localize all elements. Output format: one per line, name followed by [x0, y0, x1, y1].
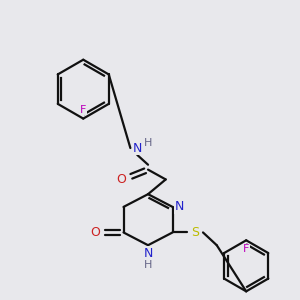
- Text: F: F: [243, 244, 249, 254]
- Text: N: N: [175, 200, 184, 213]
- Text: O: O: [90, 226, 100, 239]
- Text: O: O: [117, 173, 127, 186]
- Text: H: H: [144, 138, 152, 148]
- Text: H: H: [144, 260, 152, 270]
- Text: F: F: [80, 105, 86, 115]
- Text: S: S: [191, 226, 199, 239]
- Text: N: N: [133, 142, 142, 154]
- Text: N: N: [143, 247, 153, 260]
